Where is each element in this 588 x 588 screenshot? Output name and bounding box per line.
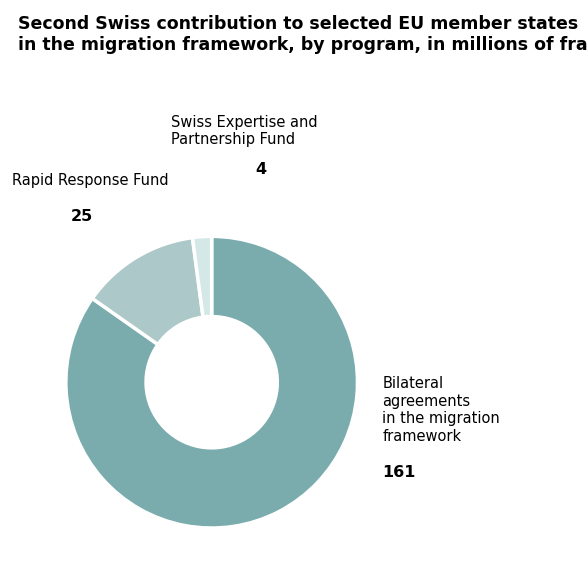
Text: Bilateral
agreements
in the migration
framework: Bilateral agreements in the migration fr… [382, 376, 500, 443]
Text: 4: 4 [256, 162, 267, 177]
Text: Rapid Response Fund: Rapid Response Fund [12, 173, 168, 189]
Wedge shape [66, 236, 358, 528]
Text: 161: 161 [382, 465, 416, 480]
Wedge shape [92, 238, 203, 345]
Wedge shape [192, 236, 212, 317]
Text: Swiss Expertise and
Partnership Fund: Swiss Expertise and Partnership Fund [171, 115, 317, 147]
Text: 25: 25 [71, 209, 93, 224]
Text: Second Swiss contribution to selected EU member states
in the migration framewor: Second Swiss contribution to selected EU… [18, 15, 588, 54]
